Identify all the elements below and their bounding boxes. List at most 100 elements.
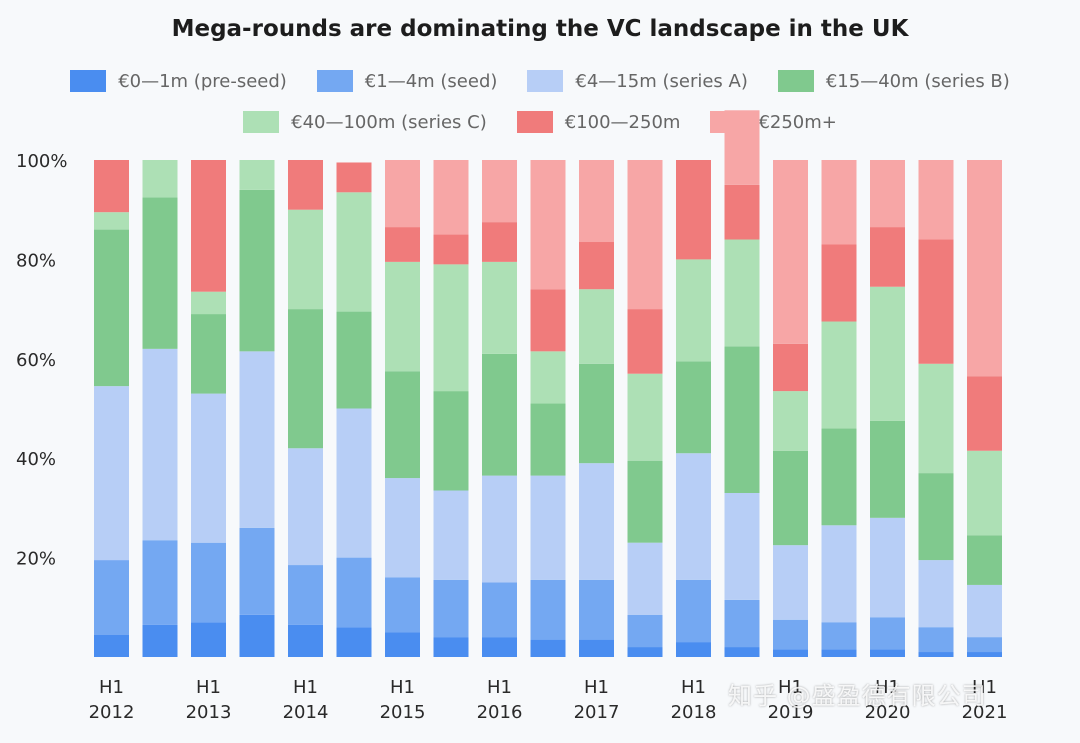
bar-segment [724, 239, 760, 347]
bar-segment [482, 261, 517, 354]
bar-segment [530, 289, 566, 352]
bar-segment [385, 577, 420, 633]
bar-segment [676, 453, 711, 580]
bar-segment [385, 478, 420, 578]
x-tick-label-year: 2019 [768, 702, 814, 723]
bar-segment [142, 348, 178, 541]
bar-segment [433, 391, 469, 491]
x-tick-label-year: 2013 [186, 702, 232, 723]
x-tick-label-half: H1 [972, 677, 997, 698]
y-tick-label: 60% [16, 350, 56, 371]
bar-segment [724, 346, 760, 493]
x-tick-label-half: H1 [390, 677, 415, 698]
bar-segment [433, 490, 469, 580]
bar-segment [433, 264, 469, 392]
legend-label: €250m+ [758, 111, 837, 133]
bar-segment [336, 408, 372, 558]
legend-item: €40—100m (series C) [243, 111, 487, 133]
bar-segment [676, 642, 711, 657]
bar-segment [191, 160, 226, 292]
bar-segment [870, 649, 905, 657]
bar-segment [288, 209, 323, 310]
legend-item: €100—250m [516, 111, 680, 133]
x-tick-label-half: H1 [99, 677, 124, 698]
bar-segment [385, 160, 420, 228]
bar-segment [918, 363, 954, 474]
bar-segment [288, 565, 323, 625]
bar-segment [385, 261, 420, 372]
bar-segment [724, 110, 760, 185]
x-tick-label-half: H1 [196, 677, 221, 698]
bar-segment [627, 460, 663, 543]
bar-segment [724, 599, 760, 648]
bar-segment [482, 582, 517, 638]
y-tick-label: 80% [16, 250, 56, 271]
bar-segment [821, 649, 857, 657]
x-tick-label-year: 2014 [283, 702, 329, 723]
bar-segment [94, 212, 129, 230]
bar-segment [336, 557, 372, 628]
x-tick-label-half: H1 [584, 677, 609, 698]
bar-segment [385, 632, 420, 657]
chart-title: Mega-rounds are dominating the VC landsc… [171, 16, 909, 42]
bar-segment [870, 286, 905, 421]
x-tick-label-half: H1 [681, 677, 706, 698]
x-tick-label-year: 2021 [962, 702, 1008, 723]
bar-segment [433, 579, 469, 638]
watermark-text: 知乎 @盛盈德有限公司 [728, 682, 987, 710]
bar-segment [918, 473, 954, 561]
y-tick-label: 40% [16, 449, 56, 470]
bar-segment [385, 371, 420, 479]
legend-swatch [516, 111, 553, 133]
bar-segment [918, 160, 954, 240]
bar-segment [94, 160, 129, 213]
bar-segment [191, 291, 226, 315]
bar-segment [918, 560, 954, 628]
bar-segment [191, 314, 226, 394]
legend-item: €15—40m (series B) [777, 70, 1010, 92]
bar-segment [288, 309, 323, 449]
bar-segment [967, 376, 1002, 451]
bar-segment [239, 351, 275, 528]
bar-segment [433, 637, 469, 657]
bar-segment [579, 579, 614, 640]
bar-segment [870, 160, 905, 228]
bar-segment [336, 311, 372, 409]
bar-segment [627, 614, 663, 648]
y-tick-label: 20% [16, 549, 56, 570]
x-tick-label-half: H1 [778, 677, 803, 698]
bar-segment [773, 450, 808, 546]
bar-segment [94, 560, 129, 635]
bar-segment [482, 637, 517, 657]
legend-swatch [70, 70, 107, 92]
bar-segment [94, 229, 129, 387]
bar-segment [773, 391, 808, 451]
bar-segment [482, 160, 517, 223]
legend-label: €40—100m (series C) [291, 111, 487, 133]
bar-segment [821, 160, 857, 245]
x-tick-label-year: 2020 [865, 702, 911, 723]
bar-segment [676, 160, 711, 260]
bar-segment [482, 222, 517, 262]
bar-segment [482, 353, 517, 476]
legend-item: €4—15m (series A) [527, 70, 748, 92]
bar-segment [821, 525, 857, 623]
legend-label: €4—15m (series A) [575, 70, 748, 92]
bar-segment [385, 227, 420, 262]
bar-segment [433, 160, 469, 235]
bar-segment [142, 624, 178, 657]
bar-segment [627, 160, 663, 310]
bar-segment [967, 637, 1002, 653]
legend-label: €15—40m (series B) [825, 70, 1010, 92]
bar-segment [773, 160, 808, 344]
bar-segment [627, 542, 663, 615]
bar-segment [676, 361, 711, 454]
bar-segment [142, 197, 178, 349]
bar-segment [870, 420, 905, 518]
x-tick-label-year: 2017 [574, 702, 620, 723]
bar-segment [239, 527, 275, 615]
bar-segment [821, 622, 857, 650]
bar-segment [530, 475, 566, 580]
bar-segment [336, 627, 372, 657]
legend-swatch [243, 111, 280, 133]
